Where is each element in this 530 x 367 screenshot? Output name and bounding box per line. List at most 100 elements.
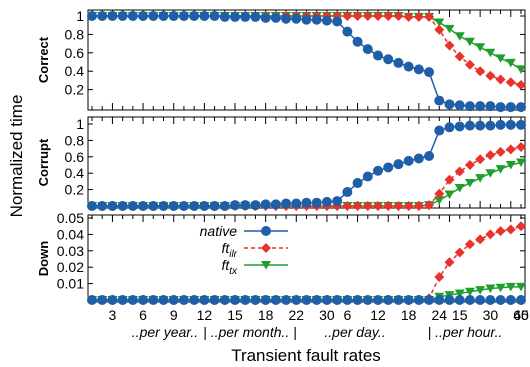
data-point-native <box>291 13 302 24</box>
data-point-ft_ilr <box>454 166 465 177</box>
data-point-ft_ilr <box>464 160 475 170</box>
data-point-native <box>403 295 414 305</box>
data-point-native <box>311 295 322 305</box>
data-point-native <box>219 201 230 211</box>
y-tick-label: 0.2 <box>65 182 85 198</box>
data-point-native <box>352 178 363 189</box>
data-point-native <box>311 14 322 25</box>
data-point-native <box>270 12 281 23</box>
data-point-ft_ilr <box>393 11 404 21</box>
data-point-native <box>485 295 496 305</box>
data-point-ft_ilr <box>505 77 516 88</box>
data-point-native <box>97 295 108 305</box>
data-point-native <box>434 125 445 136</box>
data-point-ft_ilr <box>362 201 373 211</box>
data-point-native <box>168 295 179 305</box>
data-point-native <box>281 198 292 209</box>
data-point-native <box>321 295 332 305</box>
data-point-ft_ilr <box>516 80 526 90</box>
legend-item-ft_tx: fttx <box>221 257 288 277</box>
y-tick-label: 0.03 <box>57 243 84 259</box>
data-point-ft_tx <box>434 18 445 27</box>
data-point-native <box>516 119 526 130</box>
x-tick-label: 45 <box>513 307 529 323</box>
data-point-ft_ilr <box>424 11 435 22</box>
x-axis-title: Transient fault rates <box>231 346 381 365</box>
series-line-ft_ilr <box>92 225 522 301</box>
x-period-label: | ..per month.. | <box>203 324 297 340</box>
data-point-native <box>127 201 138 211</box>
data-point-native <box>505 102 516 113</box>
data-point-native <box>127 11 138 21</box>
series-line-ft_ilr <box>92 146 522 207</box>
data-point-native <box>454 121 465 132</box>
data-point-native <box>444 99 455 110</box>
x-tick-label: 60 <box>513 307 529 323</box>
data-point-native <box>475 101 486 112</box>
data-point-native <box>362 44 373 55</box>
data-point-ft_ilr <box>454 51 465 62</box>
data-point-native <box>424 150 435 161</box>
panel-label-correct: Correct <box>36 36 51 83</box>
data-point-native <box>199 201 210 211</box>
data-point-ft_tx <box>464 287 475 297</box>
x-period-label: ..per year.. <box>132 324 198 340</box>
data-point-ft_ilr <box>444 257 455 268</box>
data-point-native <box>87 201 97 211</box>
data-point-native <box>240 200 251 211</box>
data-point-ft_ilr <box>403 201 414 211</box>
data-point-native <box>291 295 302 305</box>
y-tick-label: 0.01 <box>57 276 84 292</box>
data-point-ft_tx <box>505 161 516 170</box>
data-point-native <box>209 11 220 21</box>
data-point-native <box>495 119 506 130</box>
x-tick-label: 30 <box>483 307 499 323</box>
data-point-native <box>189 201 200 211</box>
data-point-native <box>158 295 169 305</box>
data-point-native <box>148 201 159 211</box>
data-point-native <box>230 295 240 305</box>
data-point-ft_ilr <box>444 40 455 51</box>
data-point-ft_ilr <box>424 200 435 211</box>
legend-label: native <box>200 223 238 239</box>
data-point-native <box>383 295 394 305</box>
data-point-native <box>321 196 332 207</box>
legend-subscript: ilr <box>229 249 237 260</box>
data-point-native <box>332 16 343 27</box>
data-point-native <box>393 57 404 68</box>
data-point-ft_tx <box>516 282 526 292</box>
data-point-ft_ilr <box>393 201 404 211</box>
data-point-native <box>434 295 445 305</box>
x-period-label: | ..per hour.. <box>428 324 503 340</box>
data-point-native <box>495 295 506 305</box>
data-point-native <box>352 36 363 47</box>
y-tick-label: 1 <box>76 8 84 24</box>
legend-marker-ft_tx <box>261 261 271 270</box>
data-point-native <box>516 295 526 305</box>
data-point-ft_ilr <box>403 11 414 22</box>
data-point-native <box>189 11 200 21</box>
data-point-native <box>158 201 169 211</box>
data-point-ft_ilr <box>444 174 455 185</box>
data-point-native <box>424 295 435 305</box>
data-point-native <box>301 197 312 208</box>
data-point-native <box>138 11 149 21</box>
data-point-native <box>117 11 128 21</box>
x-tick-label: 6 <box>139 307 147 323</box>
data-point-native <box>189 295 200 305</box>
data-point-native <box>373 50 383 61</box>
data-point-native <box>475 120 486 131</box>
data-point-native <box>219 11 230 22</box>
data-point-native <box>321 15 332 26</box>
data-point-native <box>219 295 230 305</box>
data-point-ft_tx <box>475 43 486 52</box>
data-point-native <box>87 11 97 21</box>
y-tick-label: 0.4 <box>65 63 85 79</box>
data-point-native <box>454 100 465 111</box>
data-point-ft_ilr <box>495 74 506 85</box>
data-point-ft_ilr <box>413 11 424 22</box>
series-native-correct <box>87 11 526 113</box>
series-native-corrupt <box>87 119 526 211</box>
